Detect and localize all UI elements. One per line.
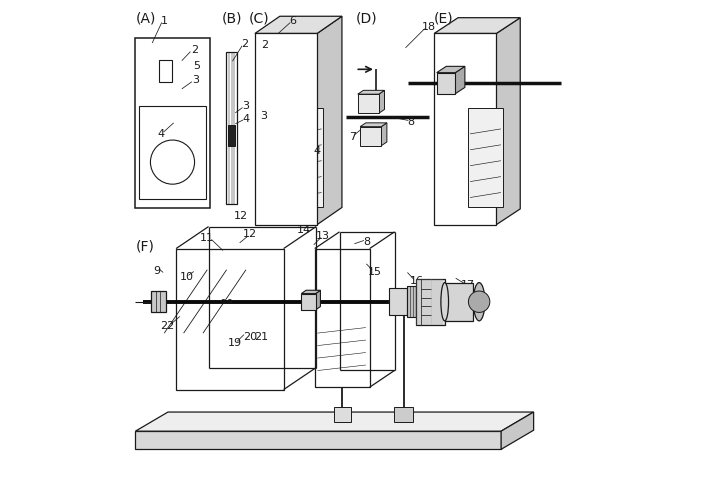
Bar (269, 56, 280, 76)
Text: 2: 2 (241, 40, 249, 49)
Bar (407, 286, 416, 317)
Text: 22: 22 (160, 321, 175, 331)
Text: 9: 9 (154, 266, 160, 276)
Ellipse shape (441, 282, 449, 321)
Bar (255, 33, 317, 225)
Bar (136, 38, 210, 208)
Text: 16: 16 (410, 276, 423, 286)
Polygon shape (434, 18, 521, 33)
Text: (F): (F) (136, 239, 154, 253)
Bar (394, 407, 413, 422)
Text: 20: 20 (243, 333, 257, 342)
Text: (A): (A) (136, 12, 156, 26)
Polygon shape (136, 431, 501, 449)
Text: 20: 20 (432, 295, 440, 300)
Text: 3: 3 (193, 76, 199, 85)
Bar (139, 106, 206, 199)
Polygon shape (136, 412, 534, 431)
Bar (334, 407, 351, 422)
Text: 19: 19 (228, 338, 241, 348)
Bar (468, 108, 502, 207)
Bar (283, 56, 292, 76)
Text: 18: 18 (421, 22, 436, 32)
Text: 8: 8 (407, 117, 415, 127)
Polygon shape (255, 16, 342, 33)
Text: 3: 3 (260, 111, 268, 120)
Text: (C): (C) (249, 12, 270, 26)
Text: 15: 15 (368, 267, 382, 276)
Polygon shape (501, 412, 534, 449)
Text: 15: 15 (432, 304, 440, 309)
Polygon shape (436, 66, 465, 73)
Bar (360, 127, 381, 146)
Text: 4: 4 (243, 114, 250, 123)
Text: 1: 1 (161, 16, 168, 25)
Text: (B): (B) (222, 12, 242, 26)
Text: 11: 11 (200, 233, 214, 242)
Text: (D): (D) (355, 12, 377, 26)
Bar (315, 249, 370, 387)
Bar (289, 108, 323, 207)
Bar (416, 279, 444, 325)
Text: 7: 7 (349, 132, 356, 141)
Text: 2: 2 (261, 41, 268, 50)
Polygon shape (381, 123, 387, 146)
Text: 5: 5 (193, 61, 200, 71)
Text: 10: 10 (180, 272, 194, 282)
Bar (357, 94, 378, 113)
Bar (226, 52, 237, 204)
Bar (152, 291, 165, 312)
Text: 4: 4 (157, 129, 165, 139)
Text: 2: 2 (191, 45, 198, 55)
Text: 17: 17 (460, 281, 475, 290)
Text: 14: 14 (297, 226, 311, 235)
Polygon shape (357, 90, 384, 94)
Bar (160, 60, 172, 82)
Text: 21: 21 (254, 333, 269, 342)
Text: 12: 12 (243, 229, 257, 239)
Polygon shape (315, 290, 320, 310)
Circle shape (468, 291, 490, 313)
Bar (436, 73, 455, 94)
Ellipse shape (473, 282, 485, 321)
Text: 12: 12 (234, 211, 248, 221)
Polygon shape (497, 18, 521, 225)
Text: 10: 10 (432, 313, 440, 317)
Text: 13: 13 (316, 231, 331, 240)
Text: 25: 25 (432, 286, 440, 292)
Polygon shape (302, 290, 320, 293)
Bar (434, 33, 497, 225)
Text: 6: 6 (289, 16, 297, 25)
Bar (444, 282, 473, 321)
Polygon shape (317, 16, 342, 225)
Polygon shape (455, 66, 465, 94)
Text: 3: 3 (242, 101, 249, 111)
Bar (302, 293, 315, 310)
Text: 8: 8 (362, 238, 370, 247)
Text: (E): (E) (434, 12, 454, 26)
Polygon shape (378, 90, 384, 113)
Polygon shape (360, 123, 387, 127)
Bar (228, 125, 235, 146)
Bar (176, 249, 283, 390)
Circle shape (221, 299, 225, 304)
Bar (389, 288, 407, 315)
Circle shape (228, 299, 232, 304)
Text: 4: 4 (313, 146, 320, 155)
